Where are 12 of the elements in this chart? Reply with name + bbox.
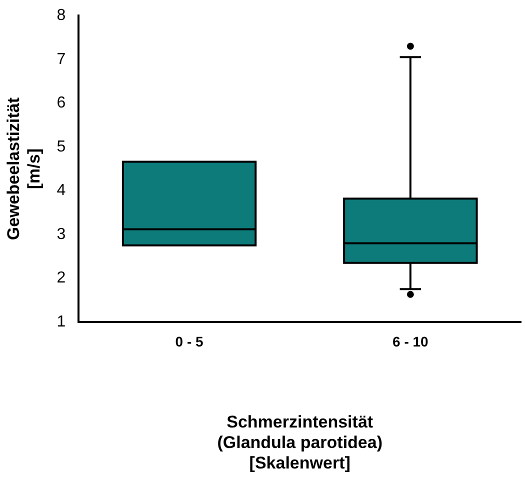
x-tick-label: 0 - 5: [175, 333, 204, 350]
y-tick-label: 7: [56, 50, 66, 68]
y-tick-label: 3: [56, 226, 66, 243]
y-tick-label: 6: [56, 94, 66, 112]
x-tick-label: 6 - 10: [392, 333, 429, 350]
y-tick-label: 5: [56, 138, 66, 156]
y-tick-label: 1: [56, 313, 66, 330]
y-axis-title: Gewebeelastizität [m/s]: [4, 97, 44, 240]
y-tick-label: 4: [56, 182, 66, 200]
y-tick-label: 8: [56, 7, 66, 24]
x-axis-title: Schmerzintensität (Glandula parotidea) [Skalenwert]: [217, 412, 382, 472]
y-tick-label: 2: [56, 270, 66, 287]
